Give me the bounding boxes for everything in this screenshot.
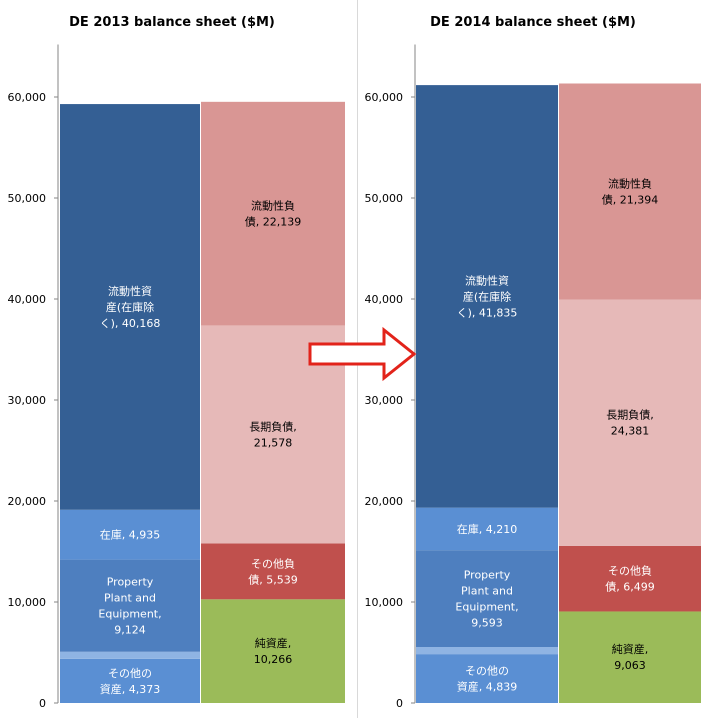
y-tick-label: 10,000 bbox=[8, 596, 47, 609]
liabilities-other_liabilities-label: その他負債, 6,499 bbox=[605, 565, 654, 594]
data-label-line: 債, 22,139 bbox=[245, 215, 301, 229]
assets-other_assets-bar bbox=[60, 658, 200, 703]
liabilities-net_assets-label: 純資産, 9,063 bbox=[612, 643, 649, 672]
y-tick-label: 30,000 bbox=[8, 394, 47, 407]
liabilities-net_assets-label: 純資産, 10,266 bbox=[254, 637, 293, 666]
liabilities-current_liabilities-label: 流動性負債, 21,394 bbox=[602, 177, 658, 207]
data-label-line: その他負 bbox=[608, 565, 652, 578]
data-label-line: 産(在庫除 bbox=[106, 300, 154, 314]
data-label-line: 債, 6,499 bbox=[605, 580, 654, 594]
liabilities-long_term_debt-bar bbox=[559, 299, 701, 546]
assets-other_assets-label: その他の資産, 4,839 bbox=[457, 665, 517, 694]
liabilities-other_liabilities-bar bbox=[559, 545, 701, 612]
data-label-line: Equipment, bbox=[455, 601, 518, 614]
data-label-line: 21,578 bbox=[254, 436, 293, 449]
liabilities-current_liabilities-bar bbox=[201, 101, 345, 326]
y-tick-label: 0 bbox=[396, 697, 403, 710]
assets-ppe-bar bbox=[416, 550, 558, 648]
data-label-line: 9,124 bbox=[114, 624, 146, 637]
data-label-line: 9,593 bbox=[471, 617, 503, 630]
data-label-line: 長期負債, bbox=[606, 408, 654, 422]
data-label-line: 流動性資 bbox=[108, 284, 152, 298]
data-label-line: 在庫, 4,210 bbox=[457, 522, 517, 536]
chart-2013-svg: DE 2013 balance sheet ($M) 0 10,000 20,000 3… bbox=[8, 15, 345, 710]
data-label-line: 産(在庫除 bbox=[463, 289, 511, 303]
data-label-line: く), 41,835 bbox=[457, 306, 518, 319]
data-label-line: 債, 21,394 bbox=[602, 193, 658, 207]
y-tick-label: 60,000 bbox=[8, 91, 47, 104]
assets-current_assets-label: 流動性資産(在庫除く), 40,168 bbox=[100, 284, 161, 330]
data-label-line: く), 40,168 bbox=[100, 317, 161, 330]
assets-ppe-label: Property Plant and Equipment, 9,593 bbox=[455, 569, 518, 630]
assets-current_assets-bar bbox=[416, 85, 558, 508]
data-label-line: 資産, 4,839 bbox=[457, 681, 517, 694]
data-label-line: 純資産, bbox=[612, 643, 649, 656]
liabilities-long_term_debt-label: 長期負債, 24,381 bbox=[606, 408, 654, 438]
assets-other_assets-label: その他の資産, 4,373 bbox=[100, 667, 160, 696]
y-tick-label: 30,000 bbox=[365, 394, 404, 407]
data-label-line: Property bbox=[107, 576, 154, 589]
data-label-line: 9,063 bbox=[614, 659, 646, 672]
data-label-line: Equipment, bbox=[98, 608, 161, 621]
y-tick-label: 40,000 bbox=[8, 293, 47, 306]
y-tick-label: 60,000 bbox=[365, 91, 404, 104]
data-label-line: 流動性資 bbox=[465, 273, 509, 287]
data-label-line: 流動性負 bbox=[608, 177, 652, 191]
assets-ppe-bar bbox=[60, 559, 200, 652]
assets-other_assets-bar bbox=[416, 654, 558, 703]
chart-panel-2013: DE 2013 balance sheet ($M) 0 10,000 20,000 3… bbox=[0, 0, 358, 718]
data-label-line: その他の bbox=[108, 667, 152, 680]
data-label-line: Plant and bbox=[461, 585, 513, 598]
data-label-line: 債, 5,539 bbox=[248, 572, 297, 586]
liabilities-net_assets-bar bbox=[559, 611, 701, 703]
liabilities-long_term_debt-bar bbox=[201, 325, 345, 544]
liabilities-other_liabilities-bar bbox=[201, 543, 345, 600]
liabilities-current_liabilities-label: 流動性負債, 22,139 bbox=[245, 199, 301, 229]
y-tick-label: 0 bbox=[39, 697, 46, 710]
y-tick-label: 50,000 bbox=[8, 192, 47, 205]
assets-other_assets_strip-bar bbox=[416, 647, 558, 655]
data-label-line: Plant and bbox=[104, 592, 156, 605]
data-label-line: 24,381 bbox=[611, 425, 650, 438]
assets-inventory-label: 在庫, 4,935 bbox=[100, 528, 160, 542]
y-tick-label: 40,000 bbox=[365, 293, 404, 306]
y-tick-label: 10,000 bbox=[365, 596, 404, 609]
data-label-line: 純資産, bbox=[255, 637, 292, 650]
assets-inventory-label: 在庫, 4,210 bbox=[457, 522, 517, 536]
data-label-line: 流動性負 bbox=[251, 199, 295, 213]
data-label-line: 資産, 4,373 bbox=[100, 683, 160, 696]
assets-current_assets-label: 流動性資産(在庫除く), 41,835 bbox=[457, 273, 518, 319]
data-label-line: Property bbox=[464, 569, 511, 582]
data-label-line: その他負 bbox=[251, 557, 295, 570]
data-label-line: 在庫, 4,935 bbox=[100, 528, 160, 542]
liabilities-net_assets-bar bbox=[201, 599, 345, 703]
assets-ppe-label: Property Plant and Equipment, 9,124 bbox=[98, 576, 161, 637]
assets-current_assets-bar bbox=[60, 104, 200, 510]
liabilities-long_term_debt-label: 長期負債, 21,578 bbox=[249, 419, 297, 449]
assets-inventory-bar bbox=[60, 509, 200, 560]
chart-2014-svg: DE 2014 balance sheet ($M) 0 10,000 20,000 3… bbox=[365, 15, 701, 710]
liabilities-current_liabilities-bar bbox=[559, 83, 701, 300]
y-tick-label: 50,000 bbox=[365, 192, 404, 205]
data-label-line: 10,266 bbox=[254, 653, 293, 666]
assets-inventory-bar bbox=[416, 507, 558, 551]
assets-other_assets_strip-bar bbox=[60, 651, 200, 659]
liabilities-other_liabilities-label: その他負債, 5,539 bbox=[248, 557, 297, 586]
chart-panel-2014: DE 2014 balance sheet ($M) 0 10,000 20,000 3… bbox=[358, 0, 719, 718]
y-tick-label: 20,000 bbox=[8, 495, 47, 508]
y-tick-label: 20,000 bbox=[365, 495, 404, 508]
data-label-line: 長期負債, bbox=[249, 419, 297, 433]
chart-title: DE 2013 balance sheet ($M) bbox=[69, 15, 275, 30]
chart-title: DE 2014 balance sheet ($M) bbox=[430, 15, 636, 30]
data-label-line: その他の bbox=[465, 665, 509, 678]
